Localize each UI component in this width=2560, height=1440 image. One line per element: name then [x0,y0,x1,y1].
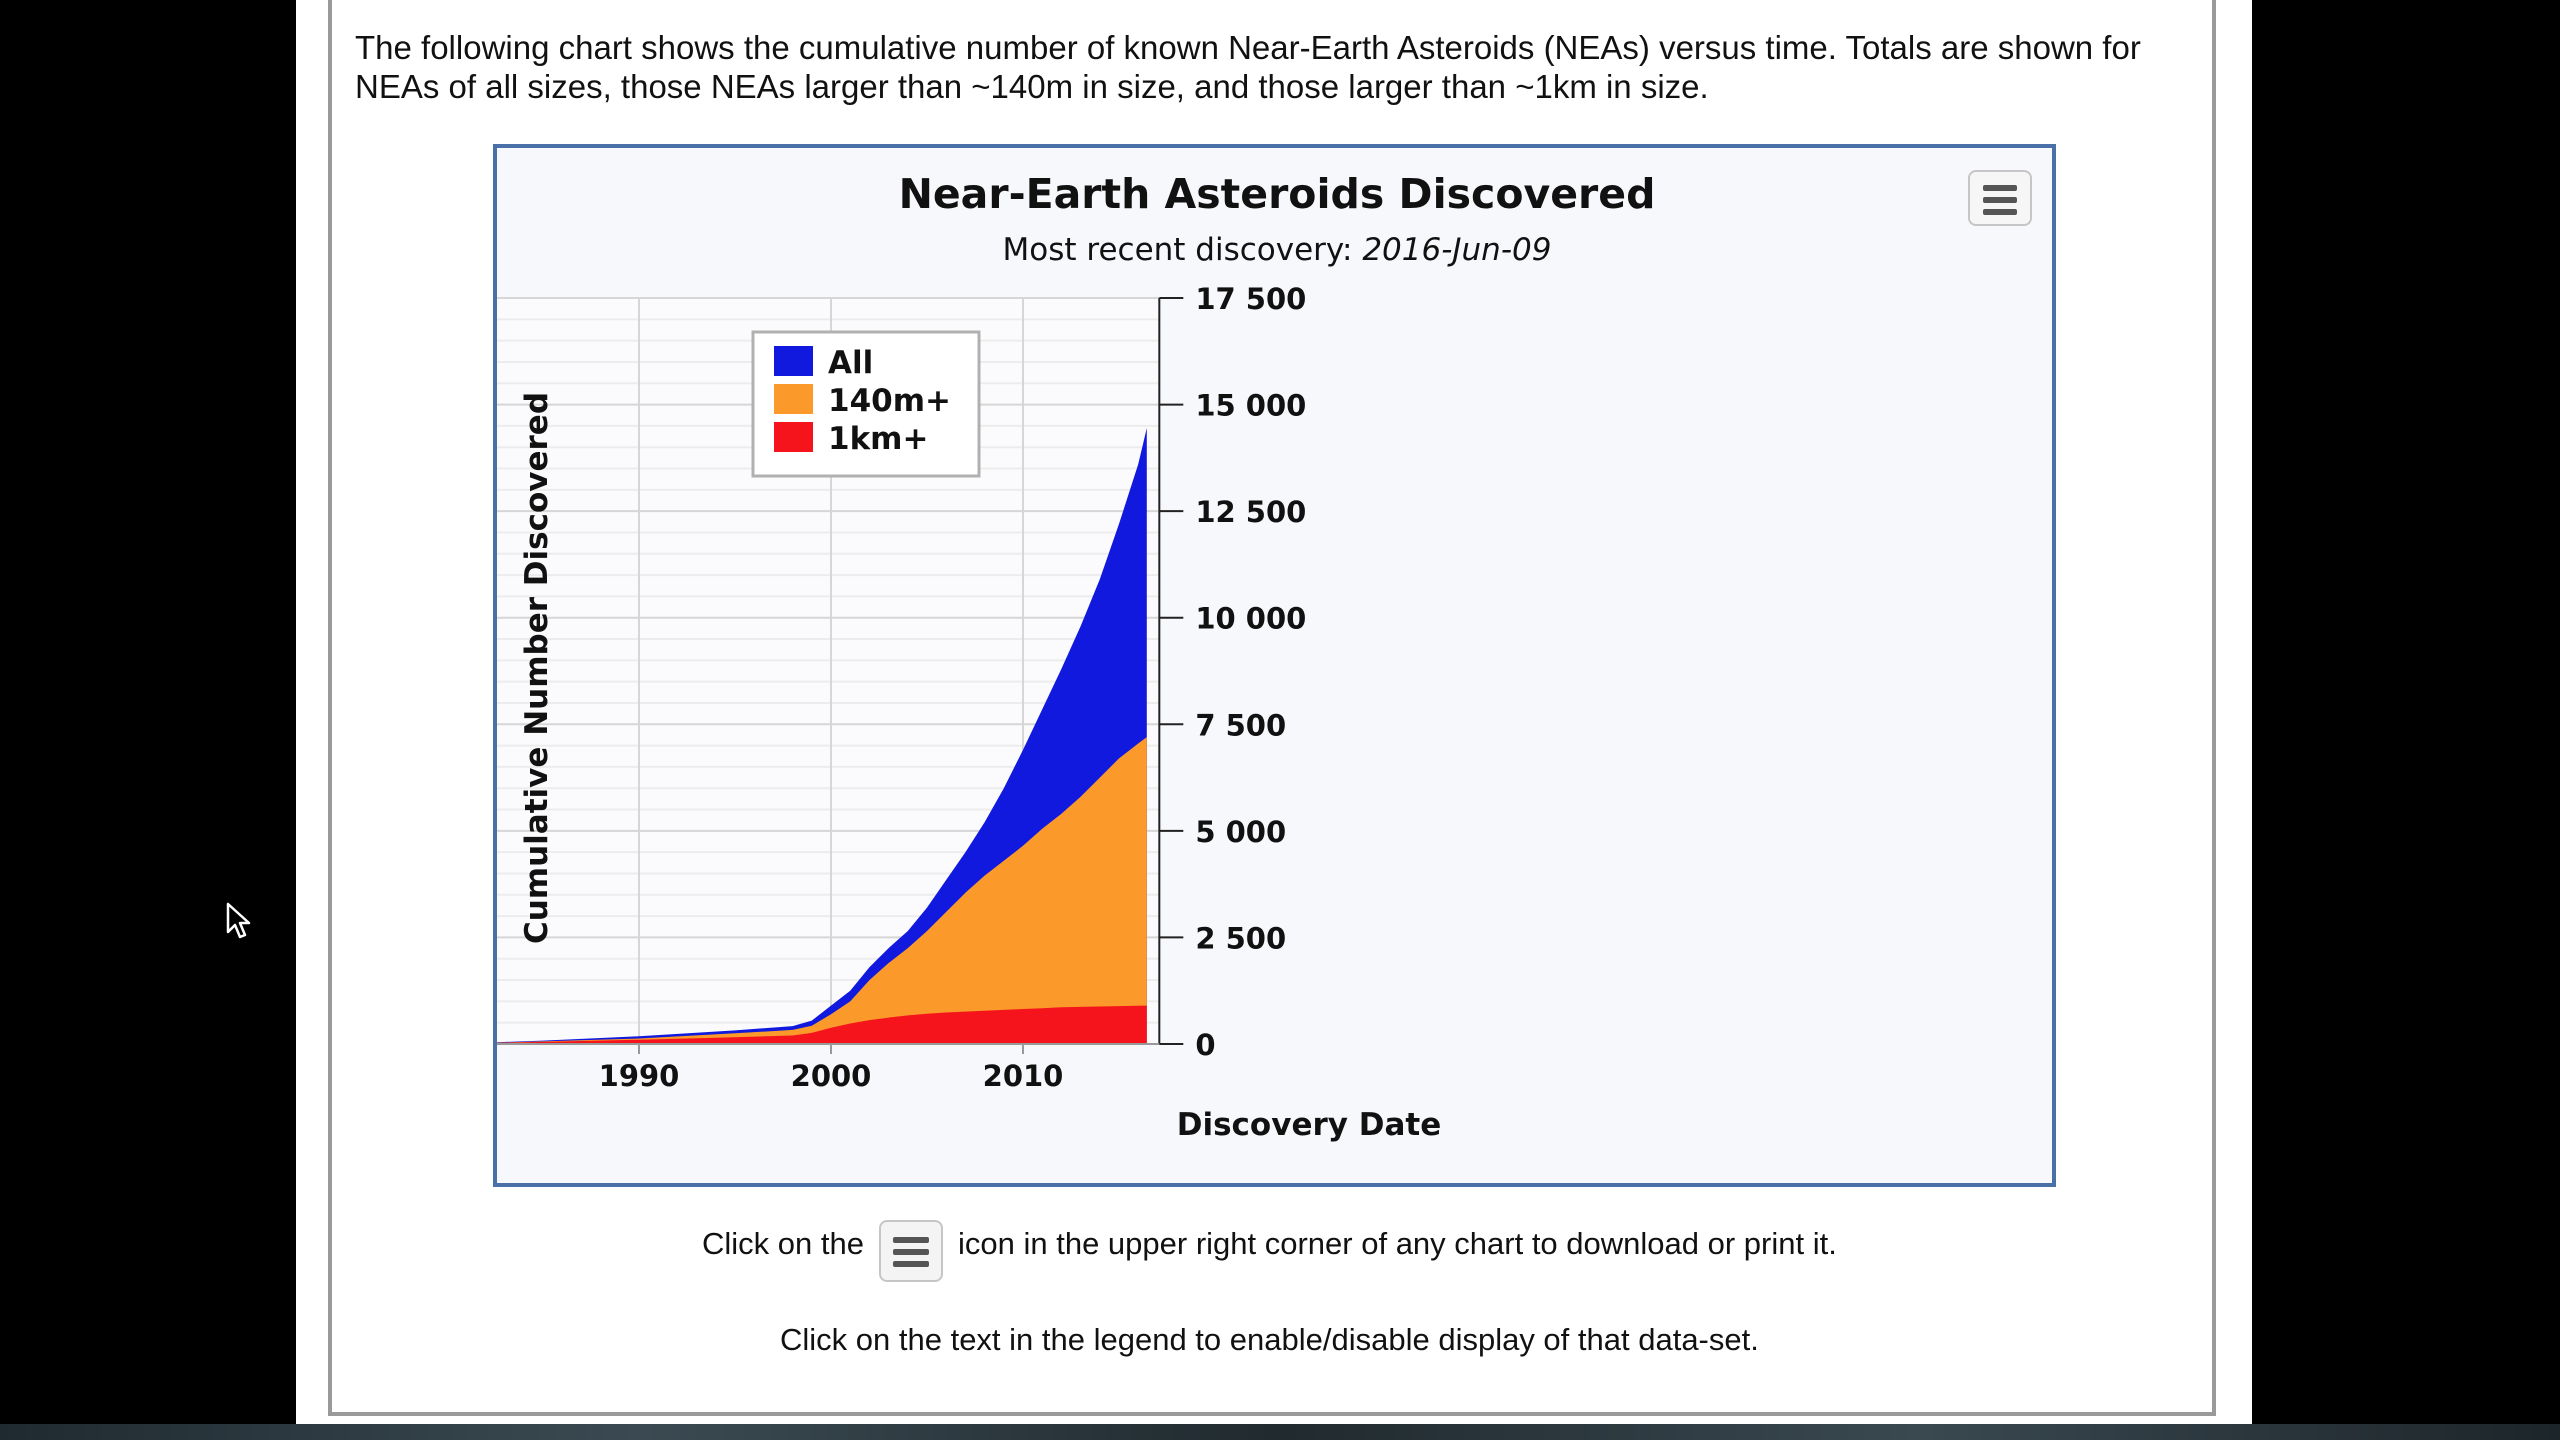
legend-item-140m[interactable]: 140m+ [774,383,951,419]
chart-title: Near-Earth Asteroids Discovered [899,170,1656,218]
legend-label-140m[interactable]: 140m+ [828,383,951,419]
x-tick-label: 2000 [791,1059,872,1093]
legend-item-1km[interactable]: 1km+ [774,421,928,457]
y-tick-label-right: 12 500 [1195,495,1306,529]
chart-subtitle-prefix: Most recent discovery: [1003,232,1363,268]
nea-area-chart: Near-Earth Asteroids Discovered Most rec… [497,170,1656,1143]
legend-item-all[interactable]: All [774,345,873,381]
mouse-cursor-icon [226,902,251,939]
hamburger-menu-icon [1983,185,2017,221]
legend-label-1km[interactable]: 1km+ [828,421,928,457]
area-1km [497,1005,1147,1044]
legend-hint: Click on the text in the legend to enabl… [780,1322,1759,1357]
chart-subtitle: Most recent discovery: 2016-Jun-09 [1003,232,1552,268]
menu-note-suffix: icon in the upper right corner of any ch… [958,1226,1837,1261]
y-tick-label-right: 15 000 [1195,389,1306,423]
legend: All 140m+ 1km+ [751,330,981,478]
y-axis-label: Cumulative Number Discovered [519,392,555,944]
x-tick-label: 2010 [983,1059,1064,1093]
legend-swatch-140m [774,384,813,414]
y-tick-label-right: 5 000 [1195,815,1286,849]
intro-paragraph: The following chart shows the cumulative… [355,29,2141,105]
legend-label-all[interactable]: All [828,345,873,381]
desktop-background-strip [0,1424,2560,1440]
hamburger-menu-icon [893,1237,929,1273]
x-tick-label: 1990 [599,1059,680,1093]
y-tick-label-right: 2 500 [1195,921,1286,955]
y-tick-label-right: 0 [1195,1028,1215,1062]
inline-menu-icon-example [879,1220,943,1282]
y-tick-label-right: 10 000 [1195,602,1306,636]
y-tick-label-right: 7 500 [1195,708,1286,742]
area-140m [497,737,1147,1044]
chart-container: Near-Earth Asteroids Discovered Most rec… [493,144,2056,1187]
legend-swatch-all [774,346,813,376]
chart-menu-button[interactable] [1968,170,2032,226]
menu-note-prefix: Click on the [702,1226,864,1261]
x-axis-label: Discovery Date [1177,1107,1442,1143]
y-tick-label-right: 17 500 [1195,282,1306,316]
legend-swatch-1km [774,422,813,452]
chart-subtitle-date: 2016-Jun-09 [1362,232,1551,268]
